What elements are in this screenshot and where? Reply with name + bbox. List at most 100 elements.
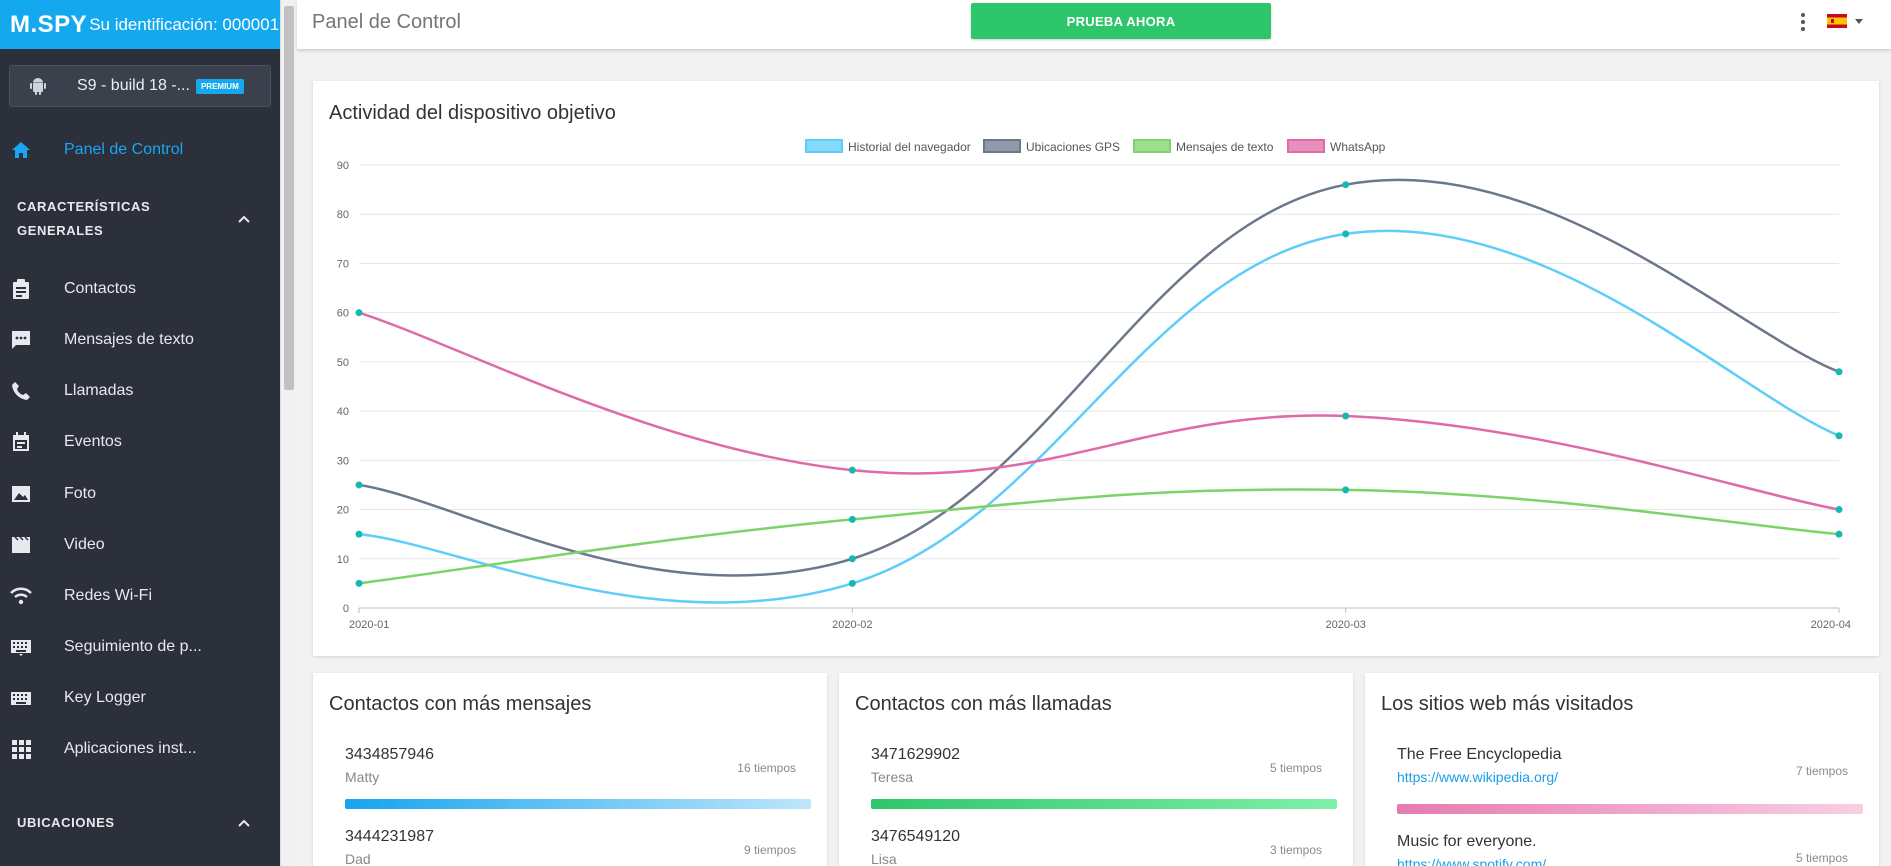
data-point — [1835, 506, 1843, 514]
count-label: 3 tiempos — [1269, 843, 1322, 857]
sidebar-item-label: Eventos — [64, 433, 122, 450]
wifi-icon — [10, 585, 32, 607]
section-ubicaciones[interactable]: UBICACIONES — [17, 811, 115, 835]
list-item[interactable]: 3476549120 Lisa 3 tiempos — [871, 828, 1337, 866]
legend-label: Ubicaciones GPS — [1026, 140, 1120, 154]
sidebar-item-label: Llamadas — [64, 382, 134, 399]
scrollbar-thumb[interactable] — [284, 6, 294, 390]
activity-chart-card: Actividad del dispositivo objetivo 0 10 20… — [313, 81, 1879, 656]
try-now-button[interactable]: PRUEBA AHORA — [971, 3, 1271, 39]
sidebar-scrollbar[interactable] — [280, 0, 296, 866]
contact-number: 3471629902 — [871, 746, 960, 763]
data-point — [848, 555, 856, 563]
chevron-up-icon[interactable] — [236, 815, 252, 831]
list-item[interactable]: 3434857946 Matty 16 tiempos — [345, 746, 811, 785]
y-tick-label: 90 — [337, 160, 349, 172]
contact-name: Lisa — [871, 851, 897, 866]
sidebar-item-foto[interactable]: Foto — [0, 479, 280, 509]
calendar-icon — [10, 431, 32, 453]
list-item[interactable]: 3444231987 Dad 9 tiempos — [345, 828, 811, 866]
data-point — [355, 309, 363, 317]
sidebar-item-label: Contactos — [64, 280, 137, 297]
data-point — [1835, 432, 1843, 440]
y-tick-label: 80 — [337, 209, 349, 221]
series-line — [358, 311, 1840, 511]
card-title: Contactos con más llamadas — [855, 693, 1112, 715]
sidebar-item-video[interactable]: Video — [0, 530, 280, 560]
site-title: Music for everyone. — [1397, 833, 1537, 850]
data-point — [848, 579, 856, 587]
spain-flag-icon[interactable] — [1827, 14, 1847, 28]
sidebar-item-aplicaciones[interactable]: Aplicaciones inst... — [0, 734, 280, 764]
more-vert-icon[interactable] — [1799, 12, 1807, 32]
sidebar-item-label: Redes Wi-Fi — [64, 587, 153, 604]
page-title: Panel de Control — [312, 11, 461, 33]
data-point — [1342, 230, 1350, 238]
series-line — [358, 178, 1840, 577]
top-sites-card: Los sitios web más visitados The Free En… — [1365, 673, 1879, 866]
data-point — [1835, 368, 1843, 376]
section-caracteristicas-generales[interactable]: CARACTERÍSTICAS GENERALES — [17, 195, 150, 243]
contact-name: Dad — [345, 851, 371, 866]
site-url-link[interactable]: https://www.wikipedia.org/ — [1397, 769, 1559, 785]
data-point — [355, 481, 363, 489]
contact-number: 3444231987 — [345, 828, 434, 845]
sidebar-item-key-logger[interactable]: Key Logger — [0, 683, 280, 713]
list-item[interactable]: The Free Encyclopedia https://www.wikipe… — [1397, 746, 1863, 785]
data-point — [1342, 181, 1350, 189]
y-tick-label: 70 — [337, 258, 349, 270]
count-label: 9 tiempos — [743, 843, 796, 857]
progress-bar — [1397, 804, 1863, 814]
x-tick-label: 2020-01 — [349, 619, 389, 631]
sidebar-item-label: Video — [64, 536, 105, 553]
sidebar-item-redes-wifi[interactable]: Redes Wi-Fi — [0, 581, 280, 611]
top-messages-card: Contactos con más mensajes 3434857946 Ma… — [313, 673, 827, 866]
phone-icon — [10, 380, 32, 402]
list-item[interactable]: Music for everyone. https://www.spotify.… — [1397, 833, 1863, 866]
list-item[interactable]: 3471629902 Teresa 5 tiempos — [871, 746, 1337, 785]
sidebar: M.SPY Su identificación: 000001 S9 - bui… — [0, 0, 280, 866]
y-tick-label: 20 — [337, 505, 349, 517]
data-point — [848, 466, 856, 474]
sidebar-item-label: Seguimiento de p... — [64, 638, 202, 655]
contact-number: 3476549120 — [871, 828, 960, 845]
chevron-up-icon[interactable] — [236, 211, 252, 227]
data-point — [355, 579, 363, 587]
y-tick-label: 0 — [343, 603, 349, 615]
sidebar-item-contactos[interactable]: Contactos — [0, 274, 280, 304]
sidebar-item-seguimiento[interactable]: Seguimiento de p... — [0, 632, 280, 662]
y-tick-label: 60 — [337, 308, 349, 320]
caret-down-icon[interactable] — [1855, 19, 1863, 24]
legend-label: WhatsApp — [1330, 140, 1386, 154]
activity-line-chart: 0 10 20 30 40 50 60 70 80 90 2020-01 2020-02 2020-03… — [337, 139, 1851, 631]
section-title: CARACTERÍSTICAS — [17, 199, 151, 214]
y-tick-label: 30 — [337, 455, 349, 467]
user-id-label: Su identificación: 000001 — [89, 14, 280, 34]
android-icon — [29, 77, 47, 95]
sidebar-item-panel-de-control[interactable]: Panel de Control — [0, 135, 280, 165]
site-url-link[interactable]: https://www.spotify.com/ — [1397, 856, 1547, 866]
sidebar-item-label: Mensajes de texto — [64, 331, 194, 348]
card-title: Contactos con más mensajes — [329, 693, 592, 715]
device-selector[interactable]: S9 - build 18 -... PREMIUM — [9, 65, 271, 107]
contact-name: Matty — [345, 769, 380, 785]
data-point — [1342, 412, 1350, 420]
card-title: Los sitios web más visitados — [1381, 693, 1634, 715]
image-icon — [10, 483, 32, 505]
sidebar-item-label: Foto — [64, 485, 97, 502]
legend-swatch — [983, 139, 1021, 153]
logo-text: M.SPY — [10, 10, 88, 38]
x-tick-label: 2020-04 — [1811, 619, 1851, 631]
device-name: S9 - build 18 -... — [77, 77, 190, 94]
sidebar-item-eventos[interactable]: Eventos — [0, 427, 280, 457]
x-tick-label: 2020-03 — [1325, 619, 1365, 631]
sidebar-item-mensajes[interactable]: Mensajes de texto — [0, 325, 280, 355]
section-title: UBICACIONES — [17, 815, 115, 830]
y-tick-label: 50 — [337, 357, 349, 369]
keyboard-icon — [10, 636, 32, 658]
site-title: The Free Encyclopedia — [1397, 746, 1562, 763]
logo[interactable]: M.SPY — [10, 11, 87, 39]
legend-label: Mensajes de texto — [1176, 140, 1274, 154]
sidebar-item-llamadas[interactable]: Llamadas — [0, 376, 280, 406]
contact-name: Teresa — [871, 769, 914, 785]
